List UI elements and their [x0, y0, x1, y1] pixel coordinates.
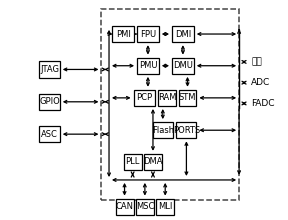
Text: PORTS: PORTS [173, 126, 200, 135]
Bar [176, 122, 196, 138]
Text: 串口: 串口 [251, 57, 262, 66]
Text: Flash: Flash [152, 126, 174, 135]
Bar [172, 58, 194, 74]
Bar [137, 26, 159, 42]
Text: DMA: DMA [143, 158, 163, 166]
Bar [39, 61, 60, 78]
Bar [115, 198, 134, 215]
Text: CAN: CAN [115, 202, 134, 211]
Bar [39, 94, 60, 110]
Bar [124, 154, 142, 170]
Bar [101, 9, 239, 200]
Text: MLI: MLI [158, 202, 173, 211]
Bar [39, 126, 60, 142]
Text: PMI: PMI [116, 29, 131, 38]
Bar [156, 198, 174, 215]
Bar [136, 198, 154, 215]
Text: PLL: PLL [126, 158, 140, 166]
Text: PCP: PCP [137, 93, 153, 102]
Bar [172, 26, 194, 42]
Text: JTAG: JTAG [40, 65, 59, 74]
Text: MSC: MSC [136, 202, 154, 211]
Text: ASC: ASC [41, 130, 58, 139]
Bar [158, 90, 176, 106]
Text: PMU: PMU [139, 61, 157, 70]
Bar [144, 154, 162, 170]
Text: STM: STM [179, 93, 196, 102]
Text: RAM: RAM [158, 93, 177, 102]
Bar [137, 58, 159, 74]
Bar [134, 90, 155, 106]
Bar [179, 90, 196, 106]
Text: DMU: DMU [173, 61, 193, 70]
Bar [112, 26, 134, 42]
Text: ADC: ADC [251, 78, 270, 87]
Text: FPU: FPU [140, 29, 156, 38]
Text: GPIO: GPIO [39, 97, 60, 106]
Bar [153, 122, 173, 138]
Text: FADC: FADC [251, 99, 275, 108]
Text: DMI: DMI [175, 29, 191, 38]
